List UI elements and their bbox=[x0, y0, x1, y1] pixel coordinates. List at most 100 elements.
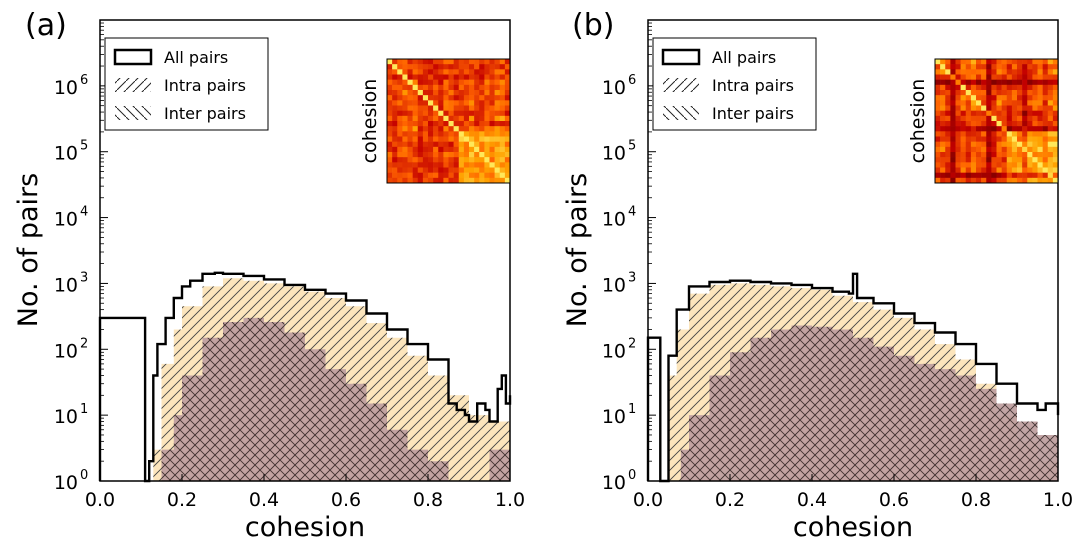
heatmap-cell bbox=[397, 59, 403, 65]
heatmap-cell bbox=[474, 69, 480, 75]
heatmap-cell bbox=[438, 64, 444, 70]
heatmap-cell bbox=[1047, 105, 1054, 111]
x-axis-label: cohesion bbox=[793, 512, 913, 542]
heatmap-cell bbox=[1052, 100, 1059, 106]
heatmap-cell bbox=[1011, 64, 1018, 70]
heatmap-cell bbox=[504, 162, 511, 168]
legend-swatch-inter bbox=[115, 106, 151, 120]
heatmap-cell bbox=[960, 100, 967, 106]
heatmap-cell bbox=[991, 110, 997, 117]
heatmap-cell bbox=[1006, 110, 1013, 117]
heatmap-cell bbox=[970, 126, 977, 132]
heatmap-cell bbox=[1052, 64, 1059, 70]
heatmap-cell bbox=[458, 177, 465, 184]
heatmap-cell bbox=[1011, 74, 1018, 80]
heatmap-cell bbox=[1052, 126, 1059, 132]
heatmap-cell bbox=[417, 146, 424, 153]
heatmap-cell bbox=[489, 115, 495, 122]
heatmap-cell bbox=[392, 95, 398, 101]
heatmap-cell bbox=[1006, 146, 1013, 153]
heatmap-cell bbox=[463, 110, 470, 117]
heatmap-cell bbox=[935, 167, 941, 173]
heatmap-cell bbox=[965, 59, 972, 65]
heatmap-cell bbox=[443, 105, 449, 111]
heatmap-cell bbox=[945, 84, 951, 91]
heatmap-cell bbox=[1027, 110, 1033, 117]
heatmap-cell bbox=[970, 95, 977, 101]
heatmap-cell bbox=[1042, 126, 1049, 132]
heatmap-cell bbox=[981, 100, 987, 106]
heatmap-cell bbox=[981, 64, 987, 70]
heatmap-cell bbox=[991, 100, 997, 106]
heatmap-cell bbox=[504, 131, 511, 137]
heatmap-cell bbox=[1037, 141, 1043, 148]
heatmap-cell bbox=[1011, 110, 1018, 117]
panel-label: (a) bbox=[25, 8, 67, 43]
heatmap-cell bbox=[417, 90, 424, 96]
heatmap-cell bbox=[422, 110, 429, 117]
heatmap-cell bbox=[955, 84, 961, 91]
heatmap-cell bbox=[991, 59, 997, 65]
x-tick-label: 0.8 bbox=[413, 489, 443, 511]
heatmap-cell bbox=[960, 167, 967, 173]
heatmap-cell bbox=[489, 177, 495, 184]
heatmap-cell bbox=[1037, 100, 1043, 106]
heatmap-cell bbox=[976, 95, 982, 101]
heatmap-cell bbox=[991, 136, 997, 142]
heatmap-cell bbox=[428, 131, 434, 137]
heatmap-cell bbox=[945, 64, 951, 70]
heatmap-cell bbox=[412, 157, 419, 163]
heatmap-cell bbox=[489, 152, 495, 158]
heatmap-cell bbox=[494, 59, 501, 65]
heatmap-cell bbox=[986, 84, 992, 91]
heatmap-cell bbox=[484, 74, 490, 80]
heatmap-cell bbox=[458, 100, 465, 106]
heatmap-cell bbox=[1027, 121, 1033, 127]
heatmap-cell bbox=[484, 126, 490, 132]
heatmap-cell bbox=[438, 177, 444, 184]
heatmap-cell bbox=[1042, 177, 1049, 184]
heatmap-cell bbox=[960, 84, 967, 91]
heatmap-cell bbox=[433, 131, 439, 137]
heatmap-cell bbox=[1042, 105, 1049, 111]
heatmap-cell bbox=[981, 95, 987, 101]
heatmap-cell bbox=[1011, 157, 1018, 163]
heatmap-cell bbox=[499, 152, 506, 158]
heatmap-cell bbox=[469, 157, 475, 163]
heatmap-cell bbox=[950, 105, 956, 111]
heatmap-cell bbox=[428, 167, 434, 173]
heatmap-cell bbox=[1001, 64, 1008, 70]
heatmap-cell bbox=[1006, 69, 1013, 75]
heatmap-cell bbox=[463, 177, 470, 184]
heatmap-cell bbox=[991, 64, 997, 70]
heatmap-cell bbox=[1011, 162, 1018, 168]
heatmap-cell bbox=[453, 121, 460, 127]
heatmap-cell bbox=[1001, 69, 1008, 75]
y-axis-label: No. of pairs bbox=[562, 173, 593, 327]
heatmap-cell bbox=[402, 64, 408, 70]
heatmap-cell bbox=[1001, 146, 1008, 153]
heatmap-cell bbox=[499, 100, 506, 106]
heatmap-cell bbox=[940, 64, 946, 70]
heatmap-cell bbox=[453, 95, 460, 101]
heatmap-cells bbox=[387, 59, 511, 184]
heatmap-cell bbox=[950, 84, 956, 91]
heatmap-cell bbox=[407, 157, 413, 163]
heatmap-cell bbox=[1001, 157, 1008, 163]
heatmap-cell bbox=[935, 84, 941, 91]
heatmap-cell bbox=[1001, 100, 1008, 106]
heatmap-cell bbox=[504, 74, 511, 80]
heatmap-cell bbox=[981, 157, 987, 163]
heatmap-cell bbox=[965, 157, 972, 163]
heatmap-cell bbox=[453, 162, 460, 168]
heatmap-cell bbox=[463, 126, 470, 132]
heatmap-cell bbox=[469, 59, 475, 65]
heatmap-cell bbox=[433, 69, 439, 75]
heatmap-cell bbox=[1052, 131, 1059, 137]
heatmap-cell bbox=[417, 115, 424, 122]
heatmap-cell bbox=[1052, 152, 1059, 158]
y-tick-exponent: 3 bbox=[628, 270, 636, 285]
heatmap-cell bbox=[945, 79, 951, 86]
legend-label-all: All pairs bbox=[712, 48, 776, 67]
heatmap-cell bbox=[489, 172, 495, 179]
